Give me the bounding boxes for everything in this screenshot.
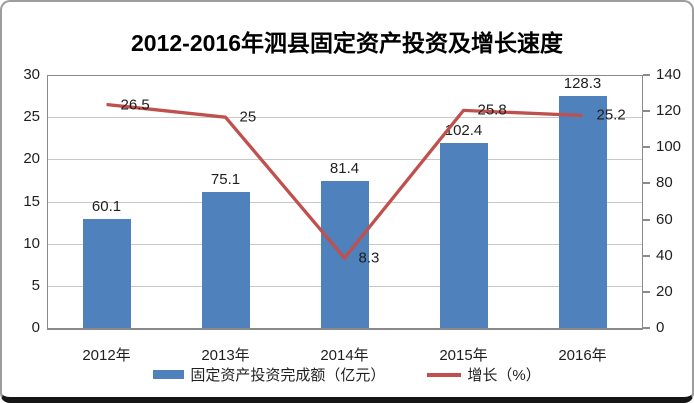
right-axis-tick-label: 140 <box>656 66 682 83</box>
line-value-label: 26.5 <box>120 96 150 114</box>
bar <box>558 96 607 328</box>
bar-value-label: 81.4 <box>329 159 360 177</box>
chart-title: 2012-2016年泗县固定资产投资及增长速度 <box>131 30 563 56</box>
right-axis-tick-label: 60 <box>656 210 673 228</box>
line-value-label: 25.8 <box>477 101 507 119</box>
axis-right <box>642 75 643 328</box>
right-axis-tick <box>643 254 650 257</box>
growth-line <box>106 102 583 261</box>
right-axis-tick-label: 100 <box>656 138 682 156</box>
line-value-label: 25.2 <box>596 106 626 124</box>
right-axis-tick-label: 120 <box>656 102 682 120</box>
x-axis-category-label: 2012年 <box>82 347 131 364</box>
bar-series-swatch <box>153 370 185 379</box>
right-axis-tick <box>643 110 650 113</box>
right-axis-tick <box>643 218 650 221</box>
legend: 固定资产投资完成额（亿元） 增长（%） <box>2 364 692 385</box>
right-axis-tick <box>643 146 650 149</box>
gridline <box>47 159 642 161</box>
left-axis-tick-label: 15 <box>23 192 40 210</box>
legend-label-bars: 固定资产投资完成额（亿元） <box>190 367 386 384</box>
right-axis-tick-label: 20 <box>656 282 673 300</box>
axis-top <box>47 75 642 76</box>
bar-value-label: 128.3 <box>563 75 602 93</box>
gridline <box>47 117 642 119</box>
bar-value-label: 60.1 <box>91 198 122 216</box>
bar <box>201 192 250 328</box>
left-axis-tick-label: 25 <box>23 108 40 126</box>
legend-item-bars: 固定资产投资完成额（亿元） <box>153 364 385 385</box>
x-axis-category-label: 2015年 <box>439 347 488 364</box>
line-series-swatch <box>427 372 462 377</box>
left-axis-tick-label: 10 <box>23 234 40 252</box>
bar <box>439 142 488 328</box>
line-value-label: 25 <box>239 108 257 126</box>
right-axis-tick <box>643 74 650 76</box>
right-axis-tick <box>643 182 650 185</box>
x-axis-category-label: 2013年 <box>201 347 250 364</box>
left-axis-tick-label: 30 <box>23 66 40 83</box>
right-axis-tick <box>643 290 650 293</box>
legend-item-line: 增长（%） <box>427 364 541 385</box>
right-axis-tick-label: 80 <box>656 174 673 192</box>
bar-value-label: 75.1 <box>210 171 241 189</box>
right-axis-tick-label: 40 <box>656 246 673 264</box>
x-axis-category-label: 2016年 <box>558 347 607 364</box>
right-axis-tick <box>643 327 650 329</box>
line-value-label: 8.3 <box>358 249 380 267</box>
left-axis-tick-label: 0 <box>31 319 40 336</box>
left-axis-tick-label: 20 <box>23 150 40 168</box>
axis-left <box>47 75 48 328</box>
axis-bottom <box>47 328 643 330</box>
bar <box>320 180 369 328</box>
legend-label-line: 增长（%） <box>467 367 541 384</box>
left-axis-tick-label: 5 <box>31 276 40 294</box>
bar-value-label: 102.4 <box>444 121 483 139</box>
x-axis-category-label: 2014年 <box>320 347 369 364</box>
bar <box>82 219 131 328</box>
right-axis-tick-label: 0 <box>656 319 665 336</box>
